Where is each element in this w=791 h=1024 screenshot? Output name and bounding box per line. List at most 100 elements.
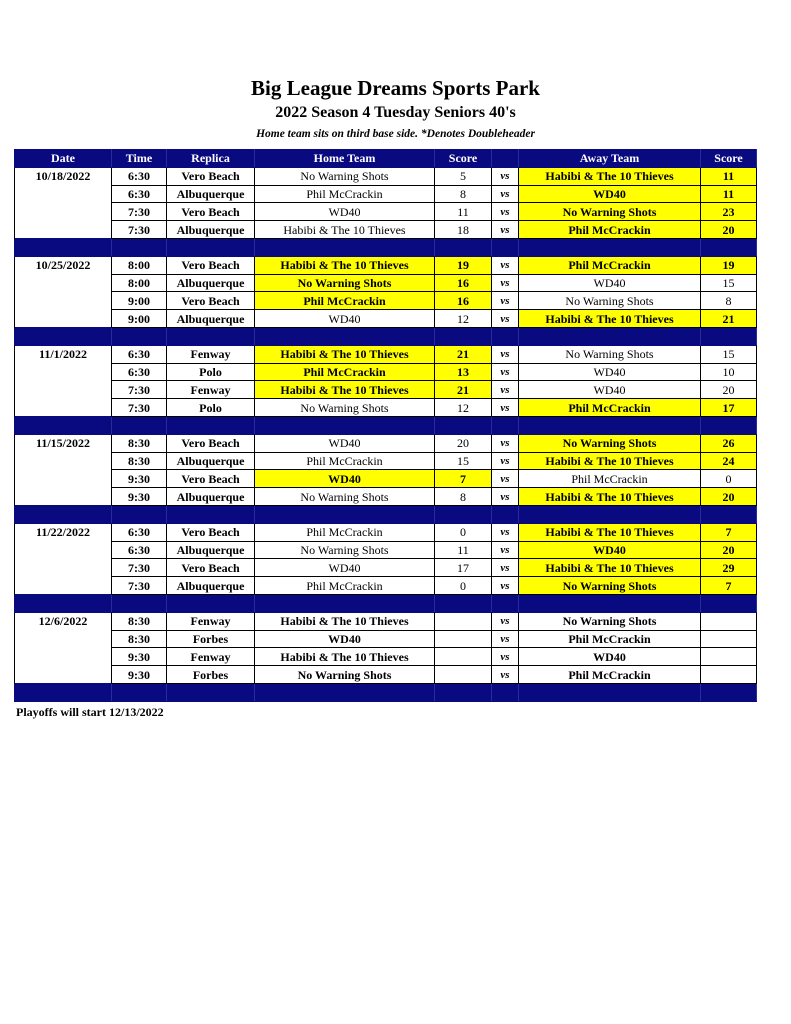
replica-cell: Polo: [166, 398, 255, 417]
vs-cell: vs: [491, 380, 519, 400]
game-row: 6:30 Polo Phil McCrackin 13 vs WD40 10: [14, 362, 757, 382]
replica-cell: Vero Beach: [166, 558, 255, 578]
game-row: 11/1/2022 6:30 Fenway Habibi & The 10 Thiev…: [14, 344, 757, 364]
date-cell: 12/6/2022: [14, 611, 112, 631]
home-score-cell: 7: [434, 469, 492, 489]
week-separator-row: [14, 593, 757, 613]
header-away-team: Away Team: [518, 149, 701, 168]
home-score-cell: 21: [434, 344, 492, 364]
away-score-cell: 20: [700, 540, 757, 560]
vs-cell: vs: [491, 291, 519, 311]
away-team-cell: WD40: [518, 380, 701, 400]
separator-cell: [434, 415, 492, 435]
away-score-cell: [700, 611, 757, 631]
separator-cell: [518, 237, 701, 257]
header-time: Time: [111, 149, 167, 168]
game-row: 7:30 Polo No Warning Shots 12 vs Phil McCrack…: [14, 398, 757, 417]
home-score-cell: [434, 665, 492, 684]
vs-cell: vs: [491, 522, 519, 542]
vs-cell: vs: [491, 398, 519, 417]
replica-cell: Polo: [166, 362, 255, 382]
separator-cell: [254, 682, 435, 702]
away-score-cell: 24: [700, 451, 757, 471]
vs-cell: vs: [491, 309, 519, 328]
date-cell: 11/1/2022: [14, 344, 112, 364]
separator-cell: [700, 593, 757, 613]
vs-cell: vs: [491, 451, 519, 471]
home-team-cell: Phil McCrackin: [254, 362, 435, 382]
separator-cell: [491, 504, 519, 524]
separator-cell: [518, 504, 701, 524]
time-cell: 8:30: [111, 433, 167, 453]
replica-cell: Forbes: [166, 665, 255, 684]
separator-cell: [166, 504, 255, 524]
game-row: 11/22/2022 6:30 Vero Beach Phil McCrackin 0 v…: [14, 522, 757, 542]
replica-cell: Fenway: [166, 611, 255, 631]
away-score-cell: 0: [700, 469, 757, 489]
away-team-cell: No Warning Shots: [518, 433, 701, 453]
week-separator-row: [14, 682, 757, 702]
time-cell: 7:30: [111, 202, 167, 222]
week-separator-row: [14, 415, 757, 435]
home-team-cell: WD40: [254, 202, 435, 222]
date-cell: 11/22/2022: [14, 522, 112, 542]
separator-cell: [254, 237, 435, 257]
home-team-cell: WD40: [254, 558, 435, 578]
vs-cell: vs: [491, 469, 519, 489]
replica-cell: Albuquerque: [166, 309, 255, 328]
time-cell: 6:30: [111, 522, 167, 542]
game-row: 11/15/2022 8:30 Vero Beach WD40 20 vs No Warni…: [14, 433, 757, 453]
replica-cell: Albuquerque: [166, 451, 255, 471]
date-cell: 10/18/2022: [14, 166, 112, 186]
away-team-cell: Phil McCrackin: [518, 255, 701, 275]
time-cell: 8:00: [111, 273, 167, 293]
header-vs: [491, 149, 519, 168]
replica-cell: Vero Beach: [166, 291, 255, 311]
separator-cell: [166, 682, 255, 702]
home-team-cell: Phil McCrackin: [254, 522, 435, 542]
home-score-cell: 16: [434, 291, 492, 311]
replica-cell: Vero Beach: [166, 433, 255, 453]
home-score-cell: 5: [434, 166, 492, 186]
away-team-cell: Habibi & The 10 Thieves: [518, 166, 701, 186]
separator-cell: [254, 504, 435, 524]
home-team-cell: Phil McCrackin: [254, 576, 435, 595]
home-team-cell: Habibi & The 10 Thieves: [254, 344, 435, 364]
game-row: 10/25/2022 8:00 Vero Beach Habibi & The 10 …: [14, 255, 757, 275]
replica-cell: Fenway: [166, 380, 255, 400]
date-cell: [14, 185, 112, 203]
replica-cell: Albuquerque: [166, 487, 255, 506]
separator-cell: [434, 593, 492, 613]
time-cell: 9:00: [111, 309, 167, 328]
replica-cell: Vero Beach: [166, 255, 255, 275]
game-row: 6:30 Albuquerque Phil McCrackin 8 vs WD40 11: [14, 184, 757, 204]
away-score-cell: 17: [700, 398, 757, 417]
home-team-cell: No Warning Shots: [254, 487, 435, 506]
time-cell: 8:30: [111, 629, 167, 649]
page-subtitle: 2022 Season 4 Tuesday Seniors 40's: [275, 104, 516, 121]
replica-cell: Albuquerque: [166, 220, 255, 239]
separator-cell: [434, 504, 492, 524]
away-score-cell: 10: [700, 362, 757, 382]
game-row: 9:00 Vero Beach Phil McCrackin 16 vs No Warni…: [14, 291, 757, 311]
home-score-cell: 8: [434, 487, 492, 506]
vs-cell: vs: [491, 629, 519, 649]
separator-cell: [111, 593, 167, 613]
replica-cell: Albuquerque: [166, 540, 255, 560]
separator-cell: [14, 593, 112, 613]
replica-cell: Vero Beach: [166, 202, 255, 222]
game-row: 9:30 Vero Beach WD40 7 vs Phil McCrackin 0: [14, 469, 757, 489]
separator-cell: [166, 326, 255, 346]
home-score-cell: 15: [434, 451, 492, 471]
separator-cell: [491, 593, 519, 613]
vs-cell: vs: [491, 184, 519, 204]
home-team-cell: Habibi & The 10 Thieves: [254, 255, 435, 275]
away-score-cell: 7: [700, 522, 757, 542]
date-cell: [14, 363, 112, 381]
away-team-cell: No Warning Shots: [518, 611, 701, 631]
away-score-cell: 8: [700, 291, 757, 311]
home-score-cell: 16: [434, 273, 492, 293]
replica-cell: Vero Beach: [166, 166, 255, 186]
date-cell: [14, 274, 112, 292]
vs-cell: vs: [491, 558, 519, 578]
